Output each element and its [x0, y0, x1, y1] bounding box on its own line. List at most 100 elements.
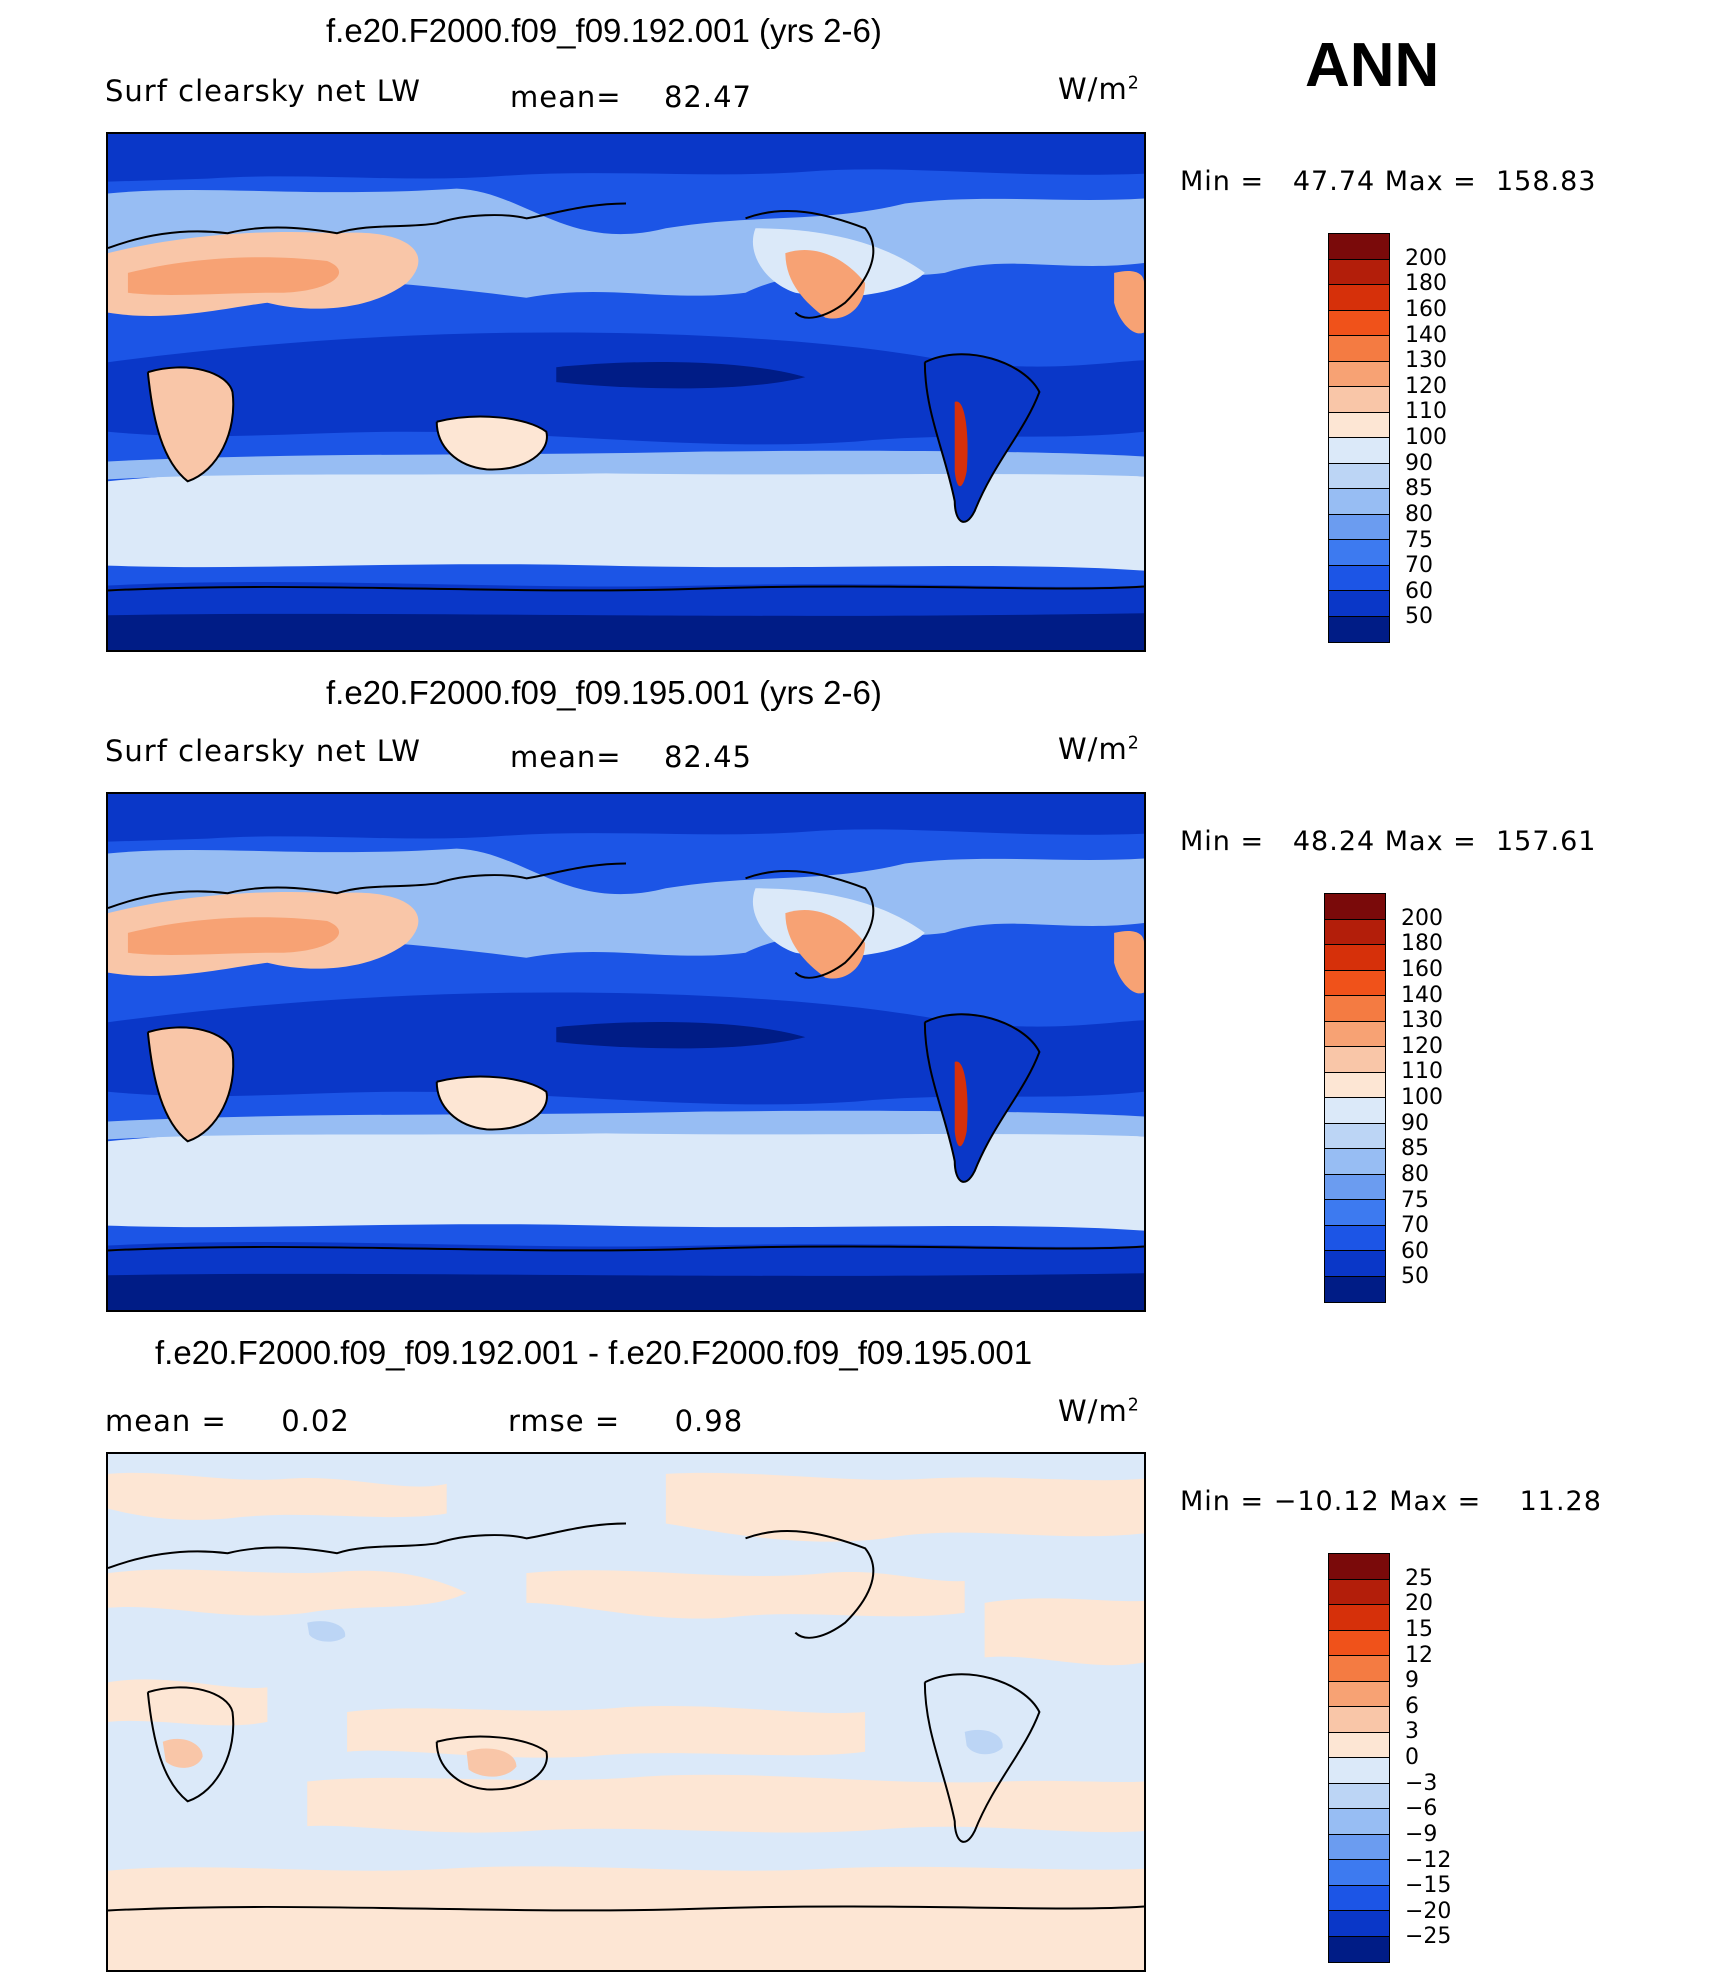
colorbar-swatch	[1325, 945, 1385, 971]
colorbar-tick-label: 50	[1405, 604, 1433, 630]
panel2-colorbar	[1324, 893, 1386, 1303]
australia	[436, 1076, 547, 1130]
panel1-units-base: W/m	[1058, 72, 1128, 106]
colorbar-swatch	[1329, 1936, 1389, 1962]
antarctic-core	[108, 1273, 1144, 1310]
anomaly-patch	[665, 1472, 1144, 1542]
colorbar-tick-label: −15	[1405, 1873, 1452, 1899]
panel1-max-value: 158.83	[1495, 166, 1597, 197]
colorbar-swatch	[1325, 1174, 1385, 1200]
colorbar-tick-label: 70	[1405, 553, 1433, 579]
colorbar-swatch	[1329, 540, 1389, 566]
panel1-units-exp: 2	[1127, 73, 1140, 94]
asia-cool-core	[307, 1621, 346, 1642]
colorbar-tick-label: 140	[1401, 982, 1443, 1008]
panel3-map-svg	[108, 1454, 1144, 1970]
colorbar-tick-label: 25	[1405, 1565, 1433, 1591]
east-edge-warm	[1114, 270, 1144, 334]
panel2-units-base: W/m	[1058, 732, 1128, 766]
panel1-units: W/m2	[1058, 72, 1140, 106]
colorbar-swatch	[1329, 1783, 1389, 1809]
colorbar-tick-label: −25	[1405, 1924, 1452, 1950]
panel3-units: W/m2	[1058, 1394, 1140, 1428]
colorbar-tick-label: 130	[1405, 348, 1447, 374]
colorbar-tick-label: 130	[1401, 1008, 1443, 1034]
colorbar-tick-label: 75	[1401, 1187, 1429, 1213]
andes-hotspot	[954, 1061, 968, 1147]
coastlines	[108, 1522, 1144, 1912]
anomaly-patch	[984, 1598, 1144, 1666]
southern-africa	[147, 368, 234, 482]
tropical-band	[108, 992, 1144, 1105]
colorbar-swatch	[1329, 565, 1389, 591]
colorbar-swatch	[1329, 1554, 1389, 1580]
colorbar-swatch	[1329, 285, 1389, 311]
panel1-title: f.e20.F2000.f09_f09.192.001 (yrs 2-6)	[326, 12, 882, 49]
panel2-max-label: Max	[1384, 826, 1444, 857]
colorbar-swatch	[1329, 1758, 1389, 1784]
colorbar-swatch	[1329, 387, 1389, 413]
panel1-mean-label: mean= 82.47	[510, 80, 752, 114]
colorbar-tick-label: −12	[1405, 1847, 1452, 1873]
colorbar-swatch	[1325, 970, 1385, 996]
south-america	[924, 1014, 1040, 1182]
panel2-map-svg	[108, 794, 1144, 1310]
colorbar-tick-label: 85	[1405, 476, 1433, 502]
colorbar-swatch	[1325, 1098, 1385, 1124]
colorbar-tick-label: 12	[1405, 1642, 1433, 1668]
colorbar-tick-label: 0	[1405, 1745, 1419, 1770]
colorbar-tick-label: 60	[1405, 578, 1433, 604]
colorbar-swatch	[1329, 591, 1389, 617]
panel2-mean-text: mean=	[510, 740, 622, 774]
colorbar-swatch	[1329, 1681, 1389, 1707]
colorbar-tick-label: −20	[1405, 1898, 1452, 1924]
colorbar-swatch	[1329, 310, 1389, 336]
panel3-title: f.e20.F2000.f09_f09.192.001 - f.e20.F200…	[155, 1334, 1033, 1371]
panel1-mean-text: mean=	[510, 80, 622, 114]
colorbar-tick-label: 100	[1405, 425, 1447, 450]
africa-warm-core	[162, 1738, 203, 1768]
panel3-rmse-value: 0.98	[674, 1404, 744, 1438]
colorbar-swatch	[1329, 1809, 1389, 1835]
panel2-min-value: 48.24	[1292, 826, 1376, 857]
coastlines	[108, 202, 1144, 592]
coastlines	[108, 862, 1144, 1252]
colorbar-swatch	[1325, 1276, 1385, 1302]
panel2-mean-value: 82.45	[663, 740, 753, 774]
anomaly-patch	[108, 1866, 1144, 1970]
panel1-min-label: Min	[1180, 166, 1231, 197]
colorbar-tick-label: 140	[1405, 322, 1447, 348]
south-america-cool-core	[964, 1729, 1003, 1755]
colorbar-tick-label: −6	[1405, 1796, 1438, 1822]
panel1-variable-label: Surf clearsky net LW	[105, 74, 421, 108]
colorbar-swatch	[1329, 412, 1389, 438]
colorbar-tick-label: 15	[1405, 1616, 1433, 1642]
colorbar-swatch	[1329, 1656, 1389, 1682]
tropical-band	[108, 332, 1144, 445]
colorbar-tick-label: 180	[1401, 931, 1443, 957]
panel3-mean-label: mean = 0.02	[105, 1404, 350, 1438]
colorbar-swatch	[1325, 1047, 1385, 1073]
sahara-core	[127, 257, 340, 295]
australia	[436, 416, 547, 470]
colorbar-tick-label: 70	[1401, 1213, 1429, 1239]
southern-transition	[108, 450, 1144, 480]
panel3-minmax: Min = −10.12 Max = 11.28	[1180, 1486, 1602, 1517]
colorbar-tick-label: 50	[1401, 1264, 1429, 1290]
panel2-mean-label: mean= 82.45	[510, 740, 752, 774]
colorbar-tick-label: 75	[1405, 527, 1433, 553]
colorbar-swatch	[1329, 463, 1389, 489]
southern-ocean-band	[108, 1125, 1144, 1231]
southern-africa	[147, 1028, 234, 1142]
colorbar-tick-label: 85	[1401, 1136, 1429, 1162]
panel1-minmax: Min = 47.74 Max = 158.83	[1180, 166, 1597, 197]
panel2-units-exp: 2	[1127, 733, 1140, 754]
colorbar-swatch	[1329, 1707, 1389, 1733]
colorbar-swatch	[1329, 361, 1389, 387]
panel3-colorbar	[1328, 1553, 1390, 1963]
anomaly-patch	[108, 1472, 447, 1520]
season-label: ANN	[1305, 31, 1440, 100]
colorbar-tick-label: −9	[1405, 1821, 1438, 1847]
colorbar-tick-label: 20	[1405, 1591, 1433, 1617]
panel2-variable-label: Surf clearsky net LW	[105, 734, 421, 768]
